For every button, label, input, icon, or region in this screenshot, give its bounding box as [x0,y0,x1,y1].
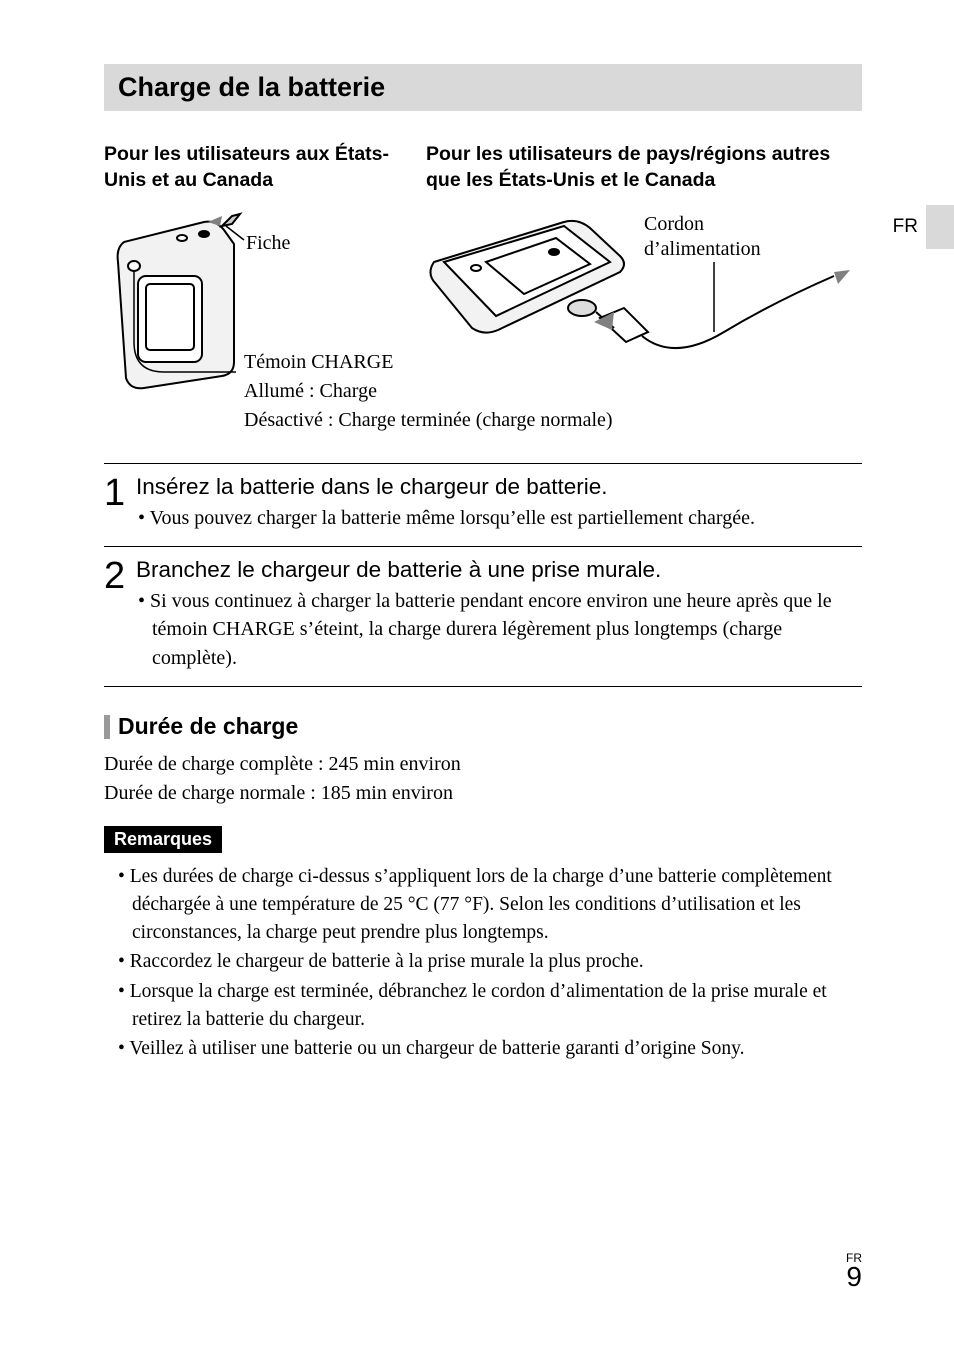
section-title: Charge de la batterie [118,72,848,103]
charger-us-icon [104,212,364,392]
steps-list: 1 Insérez la batterie dans le chargeur d… [104,463,862,688]
remarks-list: Les durées de charge ci-dessus s’appliqu… [104,863,862,1063]
label-power-cord: Cordon d’alimentation [644,212,761,262]
step-1: 1 Insérez la batterie dans le chargeur d… [104,464,862,547]
step-2-title: Branchez le chargeur de batterie à une p… [136,557,862,583]
duration-heading: Durée de charge [118,713,298,740]
step-1-title: Insérez la batterie dans le chargeur de … [136,474,862,500]
label-cord-line1: Cordon [644,213,704,235]
step-2-number: 2 [104,557,136,672]
page-content: Charge de la batterie Pour les utilisate… [0,0,954,1345]
diagram-other-regions: Cordon d’alimentation [414,212,862,392]
step-2: 2 Branchez le chargeur de batterie à une… [104,547,862,687]
label-cord-line2: d’alimentation [644,238,761,260]
column-headings: Pour les utilisateurs aux États-Unis et … [104,141,862,204]
step-1-number: 1 [104,474,136,532]
subhead-bar-icon [104,715,110,739]
step-1-bullet-1: Vous pouvez charger la batterie même lor… [138,504,862,532]
col-left: Pour les utilisateurs aux États-Unis et … [104,141,402,204]
col-right: Pour les utilisateurs de pays/régions au… [426,141,862,204]
step-2-bullet-1: Si vous continuez à charger la batterie … [138,587,862,672]
remark-2: Raccordez le chargeur de batterie à la p… [104,948,862,976]
step-1-body: Insérez la batterie dans le chargeur de … [136,474,862,532]
remark-3: Lorsque la charge est terminée, débranch… [104,978,862,1033]
duration-full: Durée de charge complète : 245 min envir… [104,750,862,779]
col-left-heading: Pour les utilisateurs aux États-Unis et … [104,141,402,194]
section-title-bar: Charge de la batterie [104,64,862,111]
diagram-us-canada: Fiche [104,212,402,392]
diagram-row: Fiche [104,212,862,392]
step-2-body: Branchez le chargeur de batterie à une p… [136,557,862,672]
charger-intl-icon [414,212,854,382]
remarks-label: Remarques [104,826,222,853]
footer-page-number: 9 [846,1261,862,1292]
duration-normal: Durée de charge normale : 185 min enviro… [104,779,862,808]
col-right-heading: Pour les utilisateurs de pays/régions au… [426,141,862,194]
charge-lamp-off: Désactivé : Charge terminée (charge norm… [244,406,862,435]
remark-1: Les durées de charge ci-dessus s’appliqu… [104,863,862,946]
page-footer: FR 9 [846,1251,862,1293]
remark-4: Veillez à utiliser une batterie ou un ch… [104,1035,862,1063]
label-plug: Fiche [246,232,290,255]
duration-subheading: Durée de charge [104,713,862,740]
